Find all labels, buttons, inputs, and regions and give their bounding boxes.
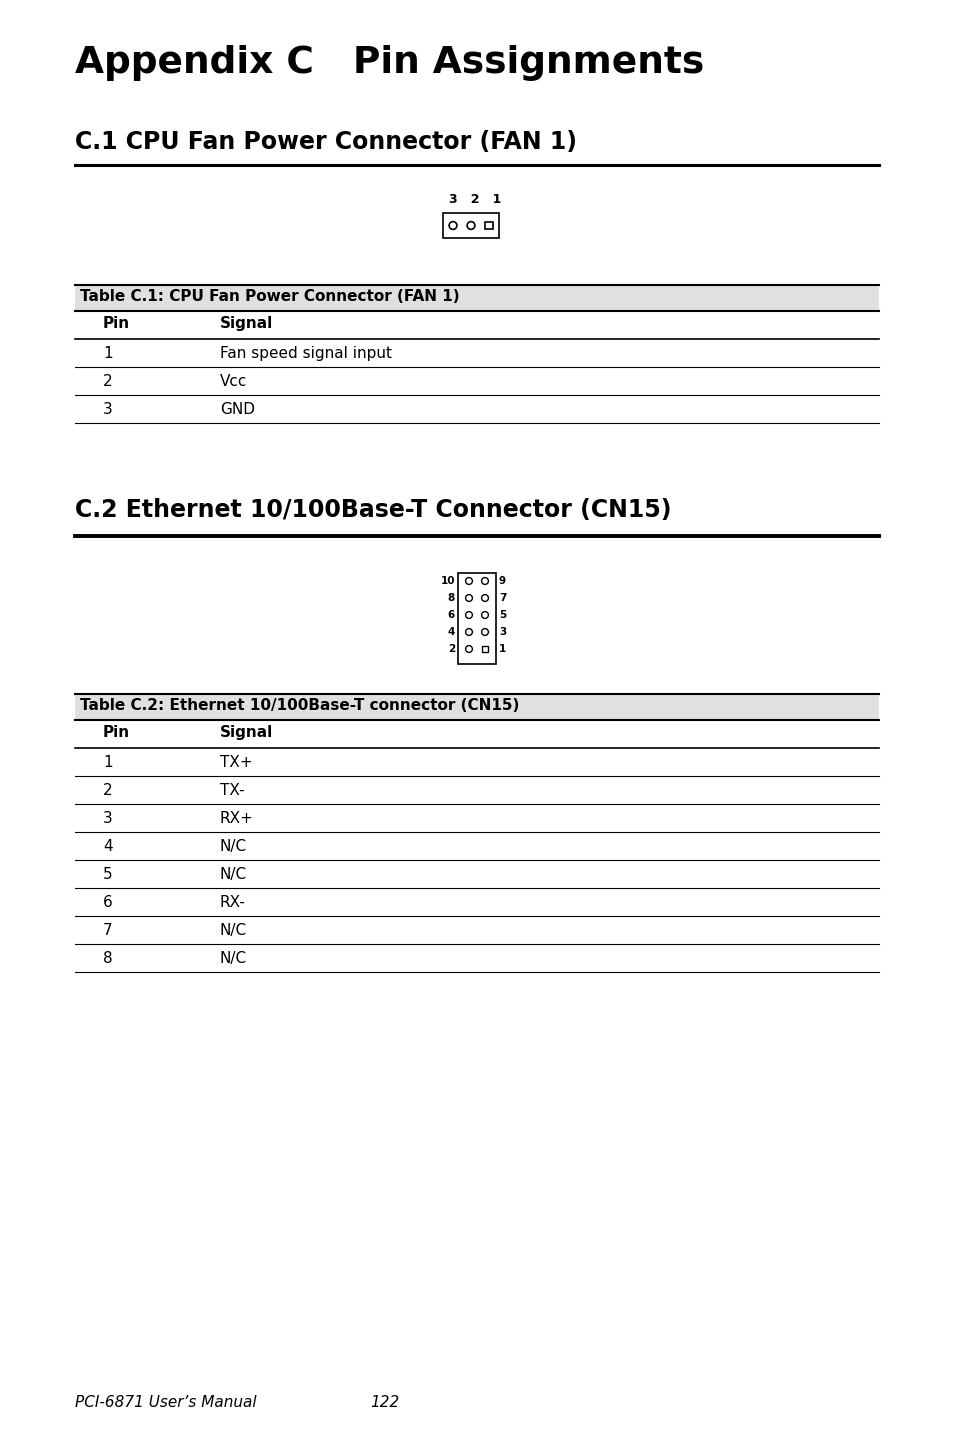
Text: 8: 8 [103, 951, 112, 967]
Circle shape [481, 629, 488, 635]
Text: N/C: N/C [220, 922, 247, 938]
Text: C.2 Ethernet 10/100Base-T Connector (CN15): C.2 Ethernet 10/100Base-T Connector (CN1… [75, 498, 671, 522]
Text: GND: GND [220, 402, 254, 418]
Text: 6: 6 [447, 611, 455, 621]
Text: 4: 4 [103, 839, 112, 854]
Text: 6: 6 [103, 895, 112, 909]
Circle shape [465, 645, 472, 652]
Text: 8: 8 [447, 593, 455, 603]
Text: 5: 5 [103, 867, 112, 882]
Text: 9: 9 [498, 576, 506, 586]
Text: 1: 1 [103, 346, 112, 360]
Circle shape [467, 222, 475, 229]
Text: 7: 7 [498, 593, 506, 603]
Text: 3: 3 [103, 811, 112, 827]
Text: 7: 7 [103, 922, 112, 938]
Bar [75, 285, 878, 310]
Text: TX+: TX+ [220, 755, 253, 769]
Text: 4: 4 [447, 626, 455, 636]
Bar [457, 573, 496, 664]
Circle shape [449, 222, 456, 229]
Circle shape [465, 629, 472, 635]
Text: Signal: Signal [220, 725, 273, 739]
Text: 1: 1 [498, 644, 506, 654]
Text: PCI-6871 User’s Manual: PCI-6871 User’s Manual [75, 1396, 256, 1410]
Text: Vcc: Vcc [220, 375, 247, 389]
Text: Fan speed signal input: Fan speed signal input [220, 346, 392, 360]
Text: 3   2   1: 3 2 1 [448, 193, 500, 206]
Text: C.1 CPU Fan Power Connector (FAN 1): C.1 CPU Fan Power Connector (FAN 1) [75, 130, 577, 154]
Text: 5: 5 [498, 611, 506, 621]
Bar [481, 646, 488, 652]
Text: 1: 1 [103, 755, 112, 769]
Text: Table C.2: Ethernet 10/100Base-T connector (CN15): Table C.2: Ethernet 10/100Base-T connect… [80, 698, 518, 714]
Circle shape [465, 578, 472, 585]
Circle shape [481, 612, 488, 618]
Text: N/C: N/C [220, 867, 247, 882]
Text: N/C: N/C [220, 951, 247, 967]
Text: N/C: N/C [220, 839, 247, 854]
Text: Pin: Pin [103, 316, 130, 330]
Text: TX-: TX- [220, 784, 244, 798]
Text: 2: 2 [103, 784, 112, 798]
Text: 3: 3 [103, 402, 112, 418]
Circle shape [465, 612, 472, 618]
Text: 2: 2 [103, 375, 112, 389]
Circle shape [481, 578, 488, 585]
Circle shape [465, 595, 472, 602]
Text: 10: 10 [440, 576, 455, 586]
Text: 3: 3 [498, 626, 506, 636]
Text: Appendix C   Pin Assignments: Appendix C Pin Assignments [75, 44, 703, 82]
Bar [485, 222, 492, 229]
Bar [75, 694, 878, 719]
Bar [442, 213, 498, 237]
Text: Pin: Pin [103, 725, 130, 739]
Text: Table C.1: CPU Fan Power Connector (FAN 1): Table C.1: CPU Fan Power Connector (FAN … [80, 289, 459, 305]
Text: 2: 2 [447, 644, 455, 654]
Text: 122: 122 [370, 1396, 399, 1410]
Circle shape [481, 595, 488, 602]
Text: RX+: RX+ [220, 811, 253, 827]
Text: Signal: Signal [220, 316, 273, 330]
Text: RX-: RX- [220, 895, 246, 909]
